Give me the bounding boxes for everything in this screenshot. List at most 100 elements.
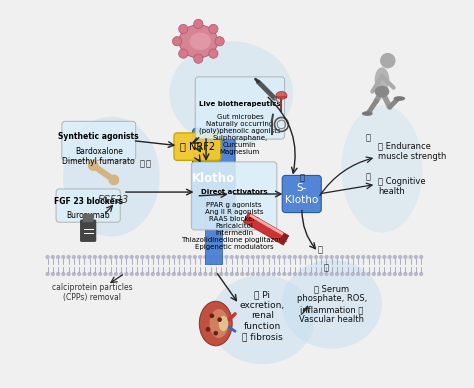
Circle shape bbox=[206, 327, 210, 332]
Ellipse shape bbox=[362, 111, 373, 116]
Circle shape bbox=[261, 272, 265, 276]
FancyBboxPatch shape bbox=[62, 121, 136, 160]
Circle shape bbox=[246, 272, 250, 276]
Circle shape bbox=[335, 272, 339, 276]
Circle shape bbox=[140, 272, 145, 276]
Circle shape bbox=[193, 255, 197, 259]
Circle shape bbox=[266, 255, 271, 259]
Circle shape bbox=[266, 272, 271, 276]
Circle shape bbox=[198, 255, 202, 259]
Circle shape bbox=[135, 272, 139, 276]
Circle shape bbox=[188, 255, 192, 259]
Circle shape bbox=[46, 255, 50, 259]
Circle shape bbox=[194, 54, 203, 63]
Circle shape bbox=[177, 255, 181, 259]
Circle shape bbox=[377, 272, 381, 276]
Circle shape bbox=[124, 255, 128, 259]
Circle shape bbox=[380, 53, 395, 68]
Circle shape bbox=[414, 272, 418, 276]
Circle shape bbox=[161, 255, 165, 259]
Text: Direct activators: Direct activators bbox=[201, 189, 267, 195]
Circle shape bbox=[314, 272, 318, 276]
Circle shape bbox=[251, 255, 255, 259]
Circle shape bbox=[224, 255, 228, 259]
Circle shape bbox=[72, 255, 76, 259]
Circle shape bbox=[215, 36, 224, 46]
Circle shape bbox=[235, 255, 239, 259]
Circle shape bbox=[51, 272, 55, 276]
Text: Ⓝ Endurance
muscle strength: Ⓝ Endurance muscle strength bbox=[378, 142, 447, 161]
FancyBboxPatch shape bbox=[191, 162, 277, 230]
Circle shape bbox=[277, 255, 281, 259]
Text: Ⓝ Cognitive
health: Ⓝ Cognitive health bbox=[378, 177, 426, 196]
Circle shape bbox=[56, 255, 60, 259]
Circle shape bbox=[173, 36, 182, 46]
FancyBboxPatch shape bbox=[83, 214, 93, 222]
Circle shape bbox=[303, 255, 308, 259]
FancyBboxPatch shape bbox=[56, 189, 120, 222]
Ellipse shape bbox=[374, 86, 389, 97]
Circle shape bbox=[229, 272, 234, 276]
Circle shape bbox=[66, 272, 71, 276]
Ellipse shape bbox=[179, 25, 218, 58]
Circle shape bbox=[303, 272, 308, 276]
Circle shape bbox=[93, 255, 97, 259]
Circle shape bbox=[387, 255, 392, 259]
Text: FGF23: FGF23 bbox=[98, 195, 129, 205]
Circle shape bbox=[193, 272, 197, 276]
Circle shape bbox=[309, 255, 313, 259]
Circle shape bbox=[282, 255, 286, 259]
Ellipse shape bbox=[210, 309, 228, 338]
FancyBboxPatch shape bbox=[195, 77, 284, 139]
Circle shape bbox=[298, 255, 302, 259]
Circle shape bbox=[46, 272, 50, 276]
Circle shape bbox=[372, 272, 376, 276]
Circle shape bbox=[209, 24, 218, 34]
Circle shape bbox=[314, 255, 318, 259]
Circle shape bbox=[382, 255, 386, 259]
Circle shape bbox=[351, 272, 355, 276]
Text: PPAR g agonists
Ang II R agonists
RAAS blockers
Paricalcitol
Intermedin
Thiazoli: PPAR g agonists Ang II R agonists RAAS b… bbox=[181, 202, 287, 250]
Circle shape bbox=[340, 255, 345, 259]
Circle shape bbox=[235, 272, 239, 276]
Circle shape bbox=[77, 255, 81, 259]
Circle shape bbox=[213, 331, 218, 336]
Circle shape bbox=[93, 272, 97, 276]
Circle shape bbox=[251, 272, 255, 276]
Ellipse shape bbox=[190, 33, 211, 50]
Circle shape bbox=[419, 272, 423, 276]
Circle shape bbox=[98, 272, 102, 276]
Circle shape bbox=[256, 255, 260, 259]
Circle shape bbox=[88, 160, 99, 171]
Circle shape bbox=[156, 272, 160, 276]
Circle shape bbox=[209, 49, 218, 58]
Text: Live biotherapeutics: Live biotherapeutics bbox=[199, 101, 281, 107]
Circle shape bbox=[156, 255, 160, 259]
Circle shape bbox=[109, 255, 113, 259]
Circle shape bbox=[146, 272, 150, 276]
FancyBboxPatch shape bbox=[282, 175, 321, 213]
Circle shape bbox=[209, 255, 213, 259]
Circle shape bbox=[409, 255, 413, 259]
Circle shape bbox=[82, 255, 87, 259]
Circle shape bbox=[398, 272, 402, 276]
Circle shape bbox=[172, 255, 176, 259]
FancyBboxPatch shape bbox=[174, 133, 221, 160]
Circle shape bbox=[82, 272, 87, 276]
Circle shape bbox=[77, 272, 81, 276]
Text: Ⓝ: Ⓝ bbox=[365, 172, 370, 181]
Circle shape bbox=[335, 255, 339, 259]
Circle shape bbox=[361, 255, 365, 259]
Circle shape bbox=[277, 272, 281, 276]
Text: Ⓝ Pi
excretion,
renal
function
Ⓤ fibrosis: Ⓝ Pi excretion, renal function Ⓤ fibrosi… bbox=[239, 291, 285, 341]
Circle shape bbox=[194, 19, 203, 29]
Text: Ⓝ: Ⓝ bbox=[323, 263, 328, 272]
Text: Ⓝ: Ⓝ bbox=[146, 159, 151, 168]
Ellipse shape bbox=[282, 260, 382, 349]
Text: Bardoxalone
Dimethyl fumarato: Bardoxalone Dimethyl fumarato bbox=[63, 147, 135, 166]
Circle shape bbox=[109, 272, 113, 276]
Circle shape bbox=[403, 272, 408, 276]
Circle shape bbox=[346, 255, 350, 259]
Circle shape bbox=[140, 255, 145, 259]
Circle shape bbox=[66, 255, 71, 259]
